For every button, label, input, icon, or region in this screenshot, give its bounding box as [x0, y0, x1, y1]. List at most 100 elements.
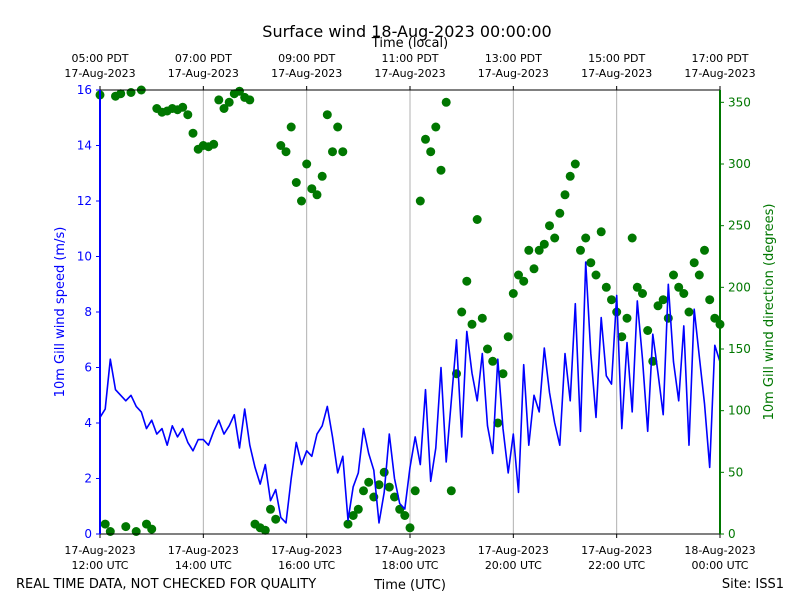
wind-direction-point [467, 319, 477, 329]
wind-speed-line [99, 261, 721, 524]
top-tick-date-label: 17-Aug-2023 [374, 67, 445, 80]
footer-site-label: Site: ISS1 [722, 577, 784, 592]
y-right-axis-label: 10m Gill wind direction (degrees) [762, 204, 777, 421]
y-right-tick-label: 250 [728, 219, 751, 233]
wind-direction-point [596, 227, 606, 237]
y-left-tick-label: 12 [77, 194, 92, 208]
wind-direction-point [446, 486, 456, 496]
wind-direction-point [560, 190, 570, 200]
wind-direction-point [224, 97, 234, 107]
wind-direction-point [426, 147, 436, 157]
wind-direction-point [307, 184, 317, 194]
wind-direction-point [338, 147, 348, 157]
wind-direction-point [379, 467, 389, 477]
y-left-tick-label: 2 [84, 472, 92, 486]
wind-direction-point [555, 208, 565, 218]
wind-direction-point [632, 282, 642, 292]
wind-direction-point [421, 134, 430, 144]
bottom-tick-time-label: 12:00 UTC [71, 559, 128, 572]
y-left-tick-label: 14 [77, 139, 92, 153]
wind-direction-point [638, 289, 647, 298]
wind-direction-point [488, 356, 498, 366]
wind-direction-point [586, 258, 596, 268]
top-axis-label: Time (local) [371, 36, 448, 51]
wind-direction-point [188, 128, 198, 138]
wind-direction-point [477, 313, 487, 323]
wind-direction-point [529, 264, 539, 274]
wind-direction-point [503, 332, 513, 342]
bottom-tick-time-label: 14:00 UTC [175, 559, 232, 572]
wind-direction-point [679, 289, 689, 298]
wind-direction-point [581, 233, 591, 243]
bottom-tick-date-label: 17-Aug-2023 [581, 544, 652, 557]
y-left-tick-label: 0 [84, 527, 92, 541]
wind-direction-point [550, 233, 560, 243]
wind-direction-point [545, 221, 554, 231]
y-right-tick-label: 200 [728, 280, 751, 294]
top-tick-time-label: 13:00 PDT [485, 52, 542, 65]
bottom-tick-time-label: 16:00 UTC [278, 559, 335, 572]
wind-direction-point [302, 159, 312, 169]
wind-direction-point [359, 486, 368, 496]
wind-direction-point [410, 486, 420, 496]
wind-direction-point [131, 527, 141, 536]
wind-direction-point [689, 258, 699, 268]
wind-direction-point [607, 295, 616, 305]
wind-direction-point [570, 159, 580, 169]
wind-direction-point [183, 110, 193, 120]
wind-direction-point [374, 480, 384, 490]
wind-direction-point [121, 522, 131, 532]
bottom-tick-date-label: 17-Aug-2023 [271, 544, 342, 557]
top-tick-time-label: 11:00 PDT [381, 52, 438, 65]
top-tick-time-label: 15:00 PDT [588, 52, 645, 65]
wind-direction-point [457, 307, 467, 317]
top-tick-time-label: 17:00 PDT [691, 52, 748, 65]
wind-direction-point [627, 233, 637, 243]
wind-direction-point [390, 492, 399, 502]
wind-direction-point [539, 239, 549, 249]
x-axis-label: Time (UTC) [373, 578, 446, 593]
wind-direction-point [498, 369, 508, 379]
top-tick-date-label: 17-Aug-2023 [581, 67, 652, 80]
wind-direction-point [235, 86, 244, 96]
wind-direction-point [322, 110, 332, 120]
wind-direction-point [684, 307, 694, 317]
wind-direction-point [214, 95, 224, 105]
wind-direction-point [116, 89, 126, 99]
wind-direction-point [462, 276, 472, 286]
wind-direction-point [643, 326, 653, 335]
wind-direction-point [384, 482, 394, 492]
bottom-tick-date-label: 18-Aug-2023 [684, 544, 755, 557]
y-right-tick-label: 0 [728, 527, 736, 541]
y-left-tick-label: 16 [77, 83, 92, 97]
y-left-tick-label: 4 [84, 416, 92, 430]
wind-direction-point [209, 139, 219, 149]
top-tick-time-label: 07:00 PDT [175, 52, 232, 65]
wind-direction-point [519, 276, 529, 286]
wind-direction-point [405, 523, 415, 533]
wind-direction-point [317, 171, 327, 181]
wind-direction-point [271, 514, 281, 524]
wind-direction-point [276, 141, 286, 150]
y-left-axis-label: 10m Gill wind speed (m/s) [53, 227, 68, 398]
bottom-tick-date-label: 17-Aug-2023 [478, 544, 549, 557]
wind-direction-point [348, 511, 358, 520]
wind-direction-point [147, 524, 157, 534]
wind-direction-point [710, 313, 720, 323]
y-right-tick-label: 300 [728, 157, 751, 171]
speed-series [99, 261, 721, 524]
bottom-tick-time-label: 22:00 UTC [588, 559, 645, 572]
wind-direction-point [658, 295, 668, 305]
wind-direction-point [483, 344, 492, 354]
wind-direction-point [441, 97, 451, 107]
wind-direction-point [400, 511, 410, 520]
wind-direction-point [493, 418, 503, 428]
wind-direction-point [653, 301, 663, 311]
top-tick-date-label: 17-Aug-2023 [478, 67, 549, 80]
y-left-tick-label: 8 [84, 305, 92, 319]
y-right-tick-label: 150 [728, 342, 751, 356]
wind-direction-point [622, 313, 632, 323]
wind-direction-point [565, 171, 575, 181]
wind-direction-point [281, 147, 291, 157]
wind-direction-point [700, 245, 709, 255]
